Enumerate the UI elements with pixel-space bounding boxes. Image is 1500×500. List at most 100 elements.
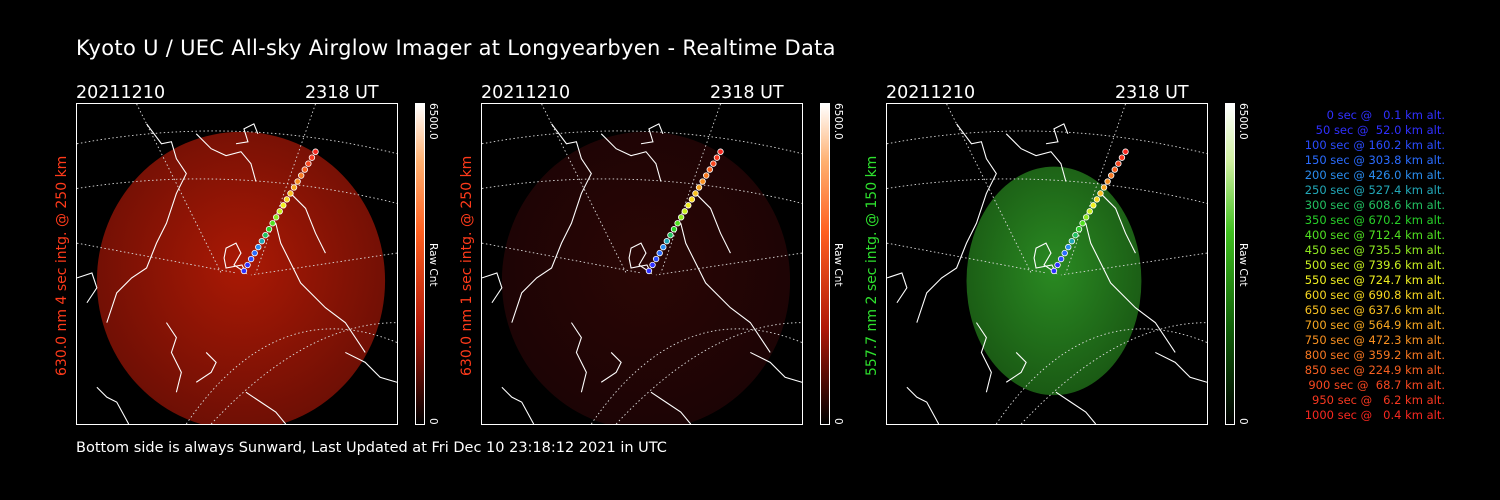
trajectory-point	[1065, 243, 1072, 251]
trajectory-point	[706, 166, 713, 173]
colorbar-min-label: 0	[832, 418, 844, 425]
trajectory-point	[656, 249, 663, 257]
trajectory-point	[1061, 249, 1068, 257]
colorbar-max-label: 6500.0	[832, 103, 844, 140]
legend-row: 1000 sec @ 0.4 km alt.	[1304, 408, 1445, 422]
trajectory-point	[1082, 214, 1090, 221]
trajectory-point	[667, 231, 674, 239]
legend-row: 300 sec @ 608.6 km alt.	[1304, 198, 1445, 212]
legend-row: 250 sec @ 527.4 km alt.	[1304, 183, 1445, 197]
trajectory-point	[276, 208, 283, 215]
trajectory-point	[1090, 202, 1097, 209]
trajectory-point	[1111, 166, 1118, 173]
trajectory-point	[670, 226, 678, 233]
trajectory-point	[713, 154, 721, 161]
trajectory-point	[1075, 226, 1083, 233]
trajectory-point	[685, 202, 692, 209]
trajectory-point	[1097, 190, 1104, 197]
trajectory-point	[308, 154, 316, 161]
allsky-image	[886, 103, 1208, 425]
trajectory-point	[660, 243, 667, 251]
colorbar-unit-label: Raw Cnt	[832, 243, 844, 287]
panel-630nm-4sec: 20211210 2318 UT 630.0 nm 4 sec intg. @ …	[54, 80, 439, 430]
colorbar-max-label: 6500.0	[427, 103, 439, 140]
legend-row: 950 sec @ 6.2 km alt.	[1312, 393, 1445, 407]
trajectory-point	[1057, 255, 1065, 263]
trajectory-point	[1068, 237, 1076, 245]
trajectory-point	[280, 202, 287, 209]
trajectory-point	[1093, 196, 1101, 203]
trajectory-point	[677, 214, 685, 221]
trajectory-point	[287, 190, 294, 197]
legend-row: 600 sec @ 690.8 km alt.	[1304, 288, 1445, 302]
panel-time: 2318 UT	[1115, 83, 1189, 103]
legend-row: 450 sec @ 735.5 km alt.	[1304, 243, 1445, 257]
trajectory-point	[244, 261, 251, 269]
trajectory-point	[645, 267, 653, 275]
panel-ylabel: 630.0 nm 4 sec intg. @ 250 km	[54, 155, 70, 377]
legend-row: 550 sec @ 724.7 km alt.	[1304, 273, 1445, 287]
trajectory-point	[695, 184, 703, 191]
trajectory-point	[1122, 148, 1129, 155]
panel-ylabel: 557.7 nm 2 sec intg. @ 150 km	[864, 155, 880, 377]
trajectory-point	[703, 172, 710, 179]
panel-time: 2318 UT	[305, 83, 379, 103]
trajectory-point	[1086, 208, 1093, 215]
panel-date: 20211210	[76, 83, 166, 103]
legend-row: 400 sec @ 712.4 km alt.	[1304, 228, 1445, 242]
trajectory-point	[699, 178, 706, 185]
trajectory-point	[652, 255, 660, 263]
trajectory-point	[305, 160, 312, 167]
trajectory-point	[247, 255, 255, 263]
trajectory-point	[255, 243, 262, 251]
trajectory-point	[1115, 160, 1122, 167]
trajectory-point	[692, 190, 699, 197]
trajectory-point	[1050, 267, 1058, 275]
colorbar	[1225, 103, 1235, 425]
legend-row: 200 sec @ 426.0 km alt.	[1304, 168, 1445, 182]
trajectory-point	[1108, 172, 1115, 179]
trajectory-point	[298, 172, 305, 179]
trajectory-point	[1118, 154, 1126, 161]
colorbar	[415, 103, 425, 425]
trajectory-point	[265, 226, 273, 233]
panel-time: 2318 UT	[710, 83, 784, 103]
trajectory-point	[681, 208, 688, 215]
footer-note: Bottom side is always Sunward, Last Upda…	[76, 440, 667, 456]
trajectory-point	[283, 196, 291, 203]
trajectory-point	[312, 148, 319, 155]
trajectory-point	[1079, 220, 1086, 227]
panel-557nm-2sec: 20211210 2318 UT 557.7 nm 2 sec intg. @ …	[864, 80, 1249, 430]
legend-row: 350 sec @ 670.2 km alt.	[1304, 213, 1445, 227]
legend-row: 750 sec @ 472.3 km alt.	[1304, 333, 1445, 347]
trajectory-point	[262, 231, 269, 239]
trajectory-legend: 0 sec @ 0.1 km alt. 50 sec @ 52.0 km alt.…	[1240, 108, 1445, 423]
legend-row: 800 sec @ 359.2 km alt.	[1304, 348, 1445, 362]
trajectory-point	[649, 261, 656, 269]
trajectory-point	[240, 267, 248, 275]
allsky-image	[76, 103, 398, 425]
colorbar	[820, 103, 830, 425]
trajectory-point	[1072, 231, 1079, 239]
trajectory-point	[251, 249, 258, 257]
trajectory-point	[717, 148, 724, 155]
legend-row: 50 sec @ 52.0 km alt.	[1315, 123, 1445, 137]
trajectory-point	[688, 196, 696, 203]
trajectory-point	[258, 237, 266, 245]
trajectory-point	[290, 184, 298, 191]
trajectory-point	[301, 166, 308, 173]
legend-row: 700 sec @ 564.9 km alt.	[1304, 318, 1445, 332]
legend-row: 150 sec @ 303.8 km alt.	[1304, 153, 1445, 167]
allsky-image	[481, 103, 803, 425]
trajectory-point	[294, 178, 301, 185]
legend-row: 500 sec @ 739.6 km alt.	[1304, 258, 1445, 272]
trajectory-point	[1104, 178, 1111, 185]
trajectory-point	[663, 237, 671, 245]
colorbar-min-label: 0	[427, 418, 439, 425]
panel-630nm-1sec: 20211210 2318 UT 630.0 nm 1 sec intg. @ …	[459, 80, 844, 430]
trajectory-point	[710, 160, 717, 167]
legend-row: 0 sec @ 0.1 km alt.	[1326, 108, 1445, 122]
colorbar-unit-label: Raw Cnt	[427, 243, 439, 287]
panel-date: 20211210	[481, 83, 571, 103]
legend-row: 100 sec @ 160.2 km alt.	[1304, 138, 1445, 152]
